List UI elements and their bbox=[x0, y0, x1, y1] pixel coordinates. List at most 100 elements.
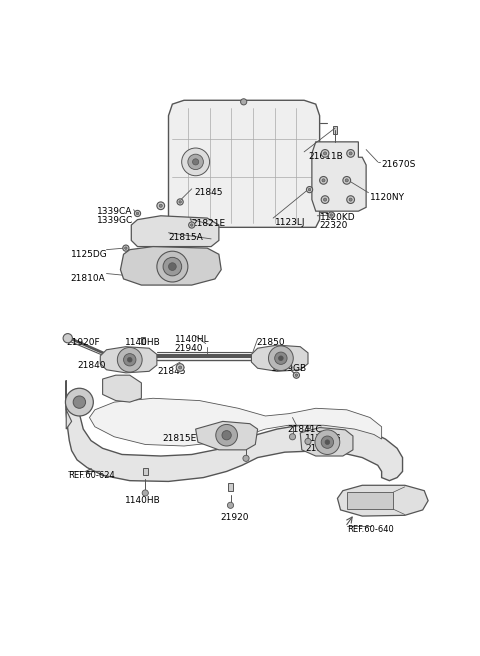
Text: 21840: 21840 bbox=[77, 361, 106, 370]
Polygon shape bbox=[103, 375, 142, 402]
Text: 21611B: 21611B bbox=[308, 152, 343, 161]
Circle shape bbox=[159, 204, 162, 207]
Circle shape bbox=[320, 176, 327, 184]
Circle shape bbox=[289, 434, 296, 440]
Polygon shape bbox=[168, 100, 320, 228]
Text: 1339GB: 1339GB bbox=[271, 363, 307, 373]
Text: 1339GC: 1339GC bbox=[97, 216, 133, 225]
Text: 1125DG: 1125DG bbox=[305, 434, 342, 443]
Text: 1140HB: 1140HB bbox=[125, 338, 161, 347]
Bar bbox=[228, 483, 233, 491]
Polygon shape bbox=[132, 216, 219, 247]
Circle shape bbox=[308, 188, 311, 191]
Circle shape bbox=[325, 440, 330, 445]
Polygon shape bbox=[252, 345, 308, 371]
Circle shape bbox=[349, 198, 352, 201]
Circle shape bbox=[324, 198, 326, 201]
Text: 21920: 21920 bbox=[220, 513, 249, 522]
Circle shape bbox=[136, 213, 139, 215]
Circle shape bbox=[127, 358, 132, 362]
Text: 21841C: 21841C bbox=[287, 425, 322, 434]
Circle shape bbox=[321, 436, 334, 448]
Text: 21845: 21845 bbox=[194, 188, 223, 197]
Circle shape bbox=[192, 159, 199, 165]
Circle shape bbox=[306, 186, 312, 193]
Circle shape bbox=[181, 148, 210, 176]
Text: 1125DG: 1125DG bbox=[71, 250, 108, 258]
Circle shape bbox=[188, 154, 204, 170]
Circle shape bbox=[177, 199, 183, 205]
Circle shape bbox=[168, 263, 176, 270]
Bar bbox=[306, 420, 311, 428]
Circle shape bbox=[117, 348, 142, 372]
Polygon shape bbox=[337, 485, 428, 516]
Circle shape bbox=[123, 354, 136, 366]
Text: 1123LJ: 1123LJ bbox=[276, 218, 306, 227]
Bar bbox=[143, 468, 147, 475]
Circle shape bbox=[222, 430, 231, 440]
Text: 21850: 21850 bbox=[257, 338, 286, 347]
Circle shape bbox=[347, 150, 355, 157]
Polygon shape bbox=[312, 142, 366, 211]
Circle shape bbox=[142, 490, 148, 496]
Circle shape bbox=[343, 176, 350, 184]
Circle shape bbox=[330, 214, 333, 216]
Text: 21920F: 21920F bbox=[66, 338, 100, 347]
Circle shape bbox=[295, 374, 298, 377]
Circle shape bbox=[349, 152, 352, 155]
Circle shape bbox=[65, 388, 93, 416]
Text: 1120KD: 1120KD bbox=[320, 213, 355, 222]
Circle shape bbox=[268, 346, 293, 371]
Circle shape bbox=[63, 334, 72, 343]
Circle shape bbox=[315, 430, 340, 455]
Circle shape bbox=[176, 363, 184, 371]
Text: REF.60-640: REF.60-640 bbox=[347, 525, 394, 535]
Circle shape bbox=[123, 245, 129, 251]
Text: REF.60-624: REF.60-624 bbox=[68, 470, 115, 480]
Circle shape bbox=[216, 424, 238, 446]
Text: 22320: 22320 bbox=[320, 221, 348, 230]
Polygon shape bbox=[89, 398, 382, 446]
Polygon shape bbox=[300, 428, 353, 456]
Bar bbox=[141, 337, 145, 344]
Circle shape bbox=[179, 366, 181, 369]
Circle shape bbox=[243, 455, 249, 461]
Text: 1140HB: 1140HB bbox=[125, 496, 161, 505]
Circle shape bbox=[189, 222, 195, 228]
Polygon shape bbox=[100, 346, 157, 373]
Circle shape bbox=[163, 257, 181, 276]
Text: 21830: 21830 bbox=[305, 443, 334, 453]
Circle shape bbox=[293, 372, 300, 379]
Circle shape bbox=[73, 396, 85, 408]
Polygon shape bbox=[196, 421, 258, 450]
Polygon shape bbox=[66, 380, 403, 482]
Circle shape bbox=[157, 202, 165, 210]
Text: 21815E: 21815E bbox=[162, 434, 196, 443]
Circle shape bbox=[324, 152, 326, 155]
Circle shape bbox=[345, 179, 348, 182]
Bar bbox=[244, 438, 248, 446]
Text: 1339CA: 1339CA bbox=[97, 207, 132, 216]
Text: 21845: 21845 bbox=[157, 367, 185, 377]
Circle shape bbox=[321, 150, 329, 157]
Circle shape bbox=[347, 195, 355, 203]
Circle shape bbox=[157, 251, 188, 282]
Bar bbox=[347, 492, 393, 509]
Circle shape bbox=[328, 212, 335, 218]
Circle shape bbox=[322, 179, 325, 182]
Text: 1120NY: 1120NY bbox=[370, 193, 405, 201]
Text: 21815A: 21815A bbox=[168, 233, 203, 241]
Text: 21940: 21940 bbox=[175, 344, 203, 353]
Circle shape bbox=[275, 352, 287, 364]
Text: 21821E: 21821E bbox=[192, 219, 226, 228]
Circle shape bbox=[228, 502, 234, 508]
Bar bbox=[290, 415, 295, 423]
Circle shape bbox=[278, 356, 283, 361]
Circle shape bbox=[134, 211, 141, 216]
Circle shape bbox=[179, 201, 181, 203]
Circle shape bbox=[321, 195, 329, 203]
Text: 1140HL: 1140HL bbox=[175, 335, 209, 344]
Text: 21810A: 21810A bbox=[71, 274, 106, 283]
Polygon shape bbox=[66, 380, 72, 429]
Text: 21670S: 21670S bbox=[382, 159, 416, 169]
